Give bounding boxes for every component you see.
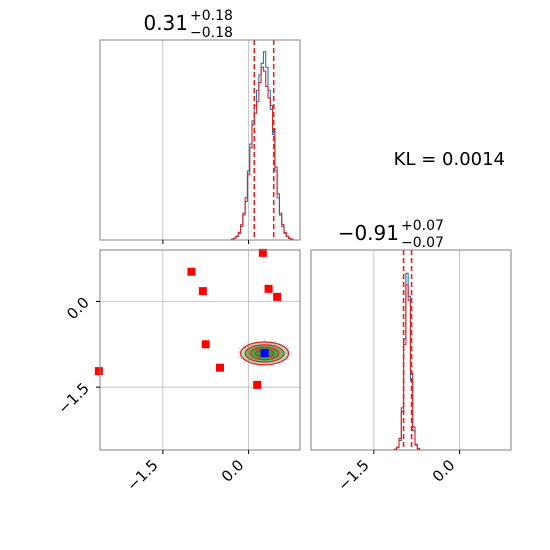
joint-sample-point xyxy=(243,361,245,363)
joint-outlier-marker-8 xyxy=(94,367,103,376)
joint-outlier-marker-2 xyxy=(258,248,267,257)
joint-outlier-marker-5 xyxy=(201,340,210,349)
hist1-frame xyxy=(99,39,301,241)
joint-sample-point xyxy=(270,343,272,345)
joint-sample-point xyxy=(285,352,287,355)
hist1-red-series xyxy=(230,66,294,240)
joint-y-tick-label-1: 0.0 xyxy=(63,294,93,324)
joint-sample-point xyxy=(245,342,247,345)
joint-frame xyxy=(99,249,301,451)
hist2-x-tick-label-0: −1.5 xyxy=(334,456,372,494)
joint-sample-point xyxy=(287,347,290,350)
joint-sample-point xyxy=(272,365,274,367)
hist2-title-plus: +0.07 xyxy=(401,218,444,234)
joint-sample-point xyxy=(291,353,293,356)
hist1-title-plus: +0.18 xyxy=(190,8,233,24)
joint-sample-point xyxy=(253,364,255,366)
joint-sample-point xyxy=(274,344,276,346)
hist1-title-value: 0.31 xyxy=(143,11,188,35)
joint-true-value-marker xyxy=(260,348,269,357)
joint-sample-point xyxy=(260,365,263,367)
hist1-title: 0.31 +0.18−0.18 xyxy=(143,8,232,41)
hist2-title-minus: −0.07 xyxy=(401,235,444,251)
joint-sample-point xyxy=(263,339,266,342)
joint-y-tick-label-0: −1.5 xyxy=(54,379,92,417)
kl-divergence-label: KL = 0.0014 xyxy=(394,149,505,170)
joint-x-tick-label-1: 0.0 xyxy=(218,456,248,486)
hist2-frame xyxy=(310,249,512,451)
joint-outlier-marker-6 xyxy=(216,363,224,372)
joint-sample-point xyxy=(238,347,241,349)
joint-x-tick-label-0: −1.5 xyxy=(123,456,161,494)
joint-sample-point xyxy=(286,358,289,361)
joint-outlier-marker-1 xyxy=(198,287,207,296)
hist2-blue-series xyxy=(393,272,421,450)
hist2-x-tick-label-1: 0.0 xyxy=(429,456,459,486)
hist2-title-value: −0.91 xyxy=(338,221,399,245)
joint-outlier-marker-3 xyxy=(264,284,273,293)
joint-sample-point xyxy=(268,362,270,364)
joint-outlier-marker-4 xyxy=(273,292,282,301)
joint-sample-point xyxy=(283,344,286,346)
joint-sample-point xyxy=(238,352,240,355)
joint-sample-point xyxy=(246,358,248,361)
joint-sample-point xyxy=(237,356,240,359)
hist1-blue-series xyxy=(230,51,294,240)
hist2-red-series xyxy=(393,284,421,450)
joint-sample-point xyxy=(247,345,250,348)
joint-sample-point xyxy=(281,362,284,364)
hist1-title-minus: −0.18 xyxy=(190,25,233,41)
hist2-title: −0.91 +0.07−0.07 xyxy=(338,218,444,251)
joint-outlier-marker-0 xyxy=(187,267,196,276)
joint-sample-point xyxy=(272,361,274,364)
joint-outlier-marker-7 xyxy=(253,380,262,389)
joint-sample-point xyxy=(274,340,277,343)
joint-sample-point xyxy=(238,351,241,353)
